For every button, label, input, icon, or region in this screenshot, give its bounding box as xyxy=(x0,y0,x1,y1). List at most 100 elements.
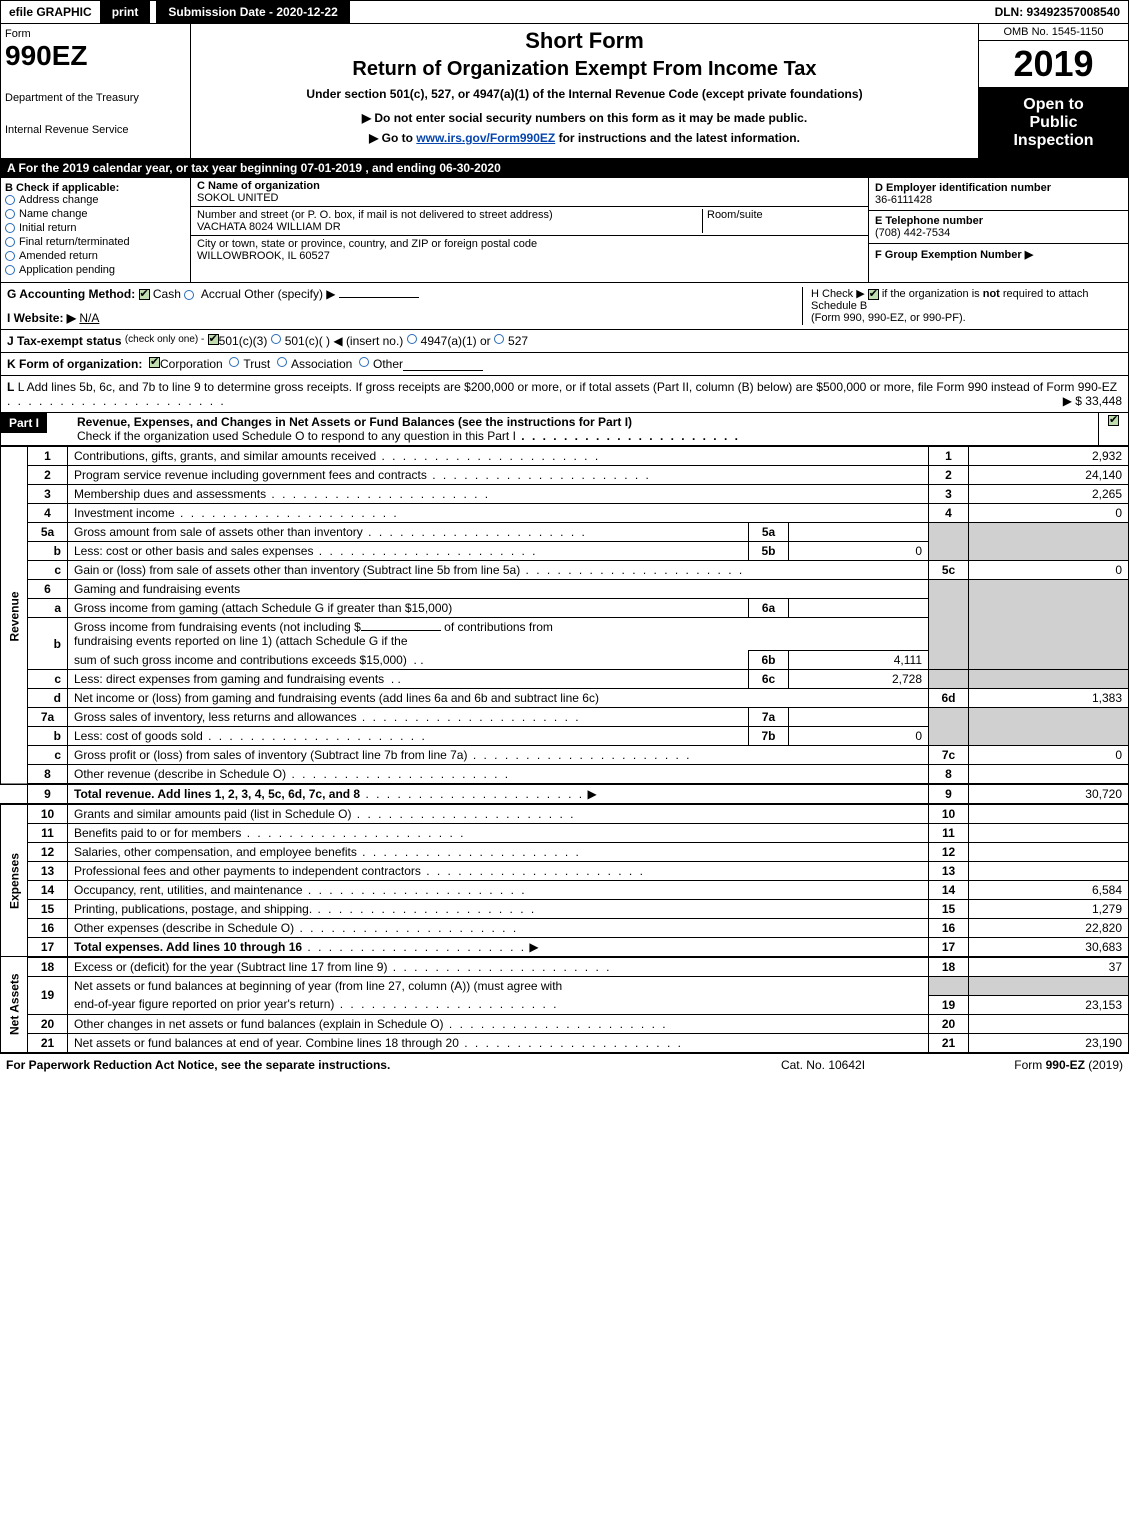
header-title-block: Short Form Return of Organization Exempt… xyxy=(191,24,978,158)
inner-val: 4,111 xyxy=(789,651,929,670)
goto-link-row: ▶ Go to www.irs.gov/Form990EZ for instru… xyxy=(195,131,974,145)
col-val xyxy=(969,843,1129,862)
col-val xyxy=(969,862,1129,881)
initial-return-check[interactable] xyxy=(5,223,15,233)
j-4947-check[interactable] xyxy=(407,334,417,344)
other-input[interactable] xyxy=(339,297,419,298)
street-address: VACHATA 8024 WILLIAM DR xyxy=(197,221,341,233)
addr-change-check[interactable] xyxy=(5,195,15,205)
inner-no: 6b xyxy=(749,651,789,670)
col-no: 15 xyxy=(929,900,969,919)
table-row: 2 Program service revenue including gove… xyxy=(1,466,1129,485)
return-title: Return of Organization Exempt From Incom… xyxy=(195,58,974,81)
header-right: OMB No. 1545-1150 2019 Open to Public In… xyxy=(978,24,1128,158)
h-text4: (Form 990, 990-EZ, or 990-PF). xyxy=(811,312,966,324)
line-no: 18 xyxy=(28,957,68,977)
f-label: F Group Exemption Number ▶ xyxy=(875,249,1033,261)
table-row: 8 Other revenue (describe in Schedule O)… xyxy=(1,765,1129,785)
line-desc: Membership dues and assessments xyxy=(74,487,266,501)
part1-header-row: Part I Revenue, Expenses, and Changes in… xyxy=(0,413,1129,446)
line-desc-mid: of contributions from xyxy=(444,620,553,634)
line-desc: Gross income from gaming (attach Schedul… xyxy=(74,601,452,615)
name-change-check[interactable] xyxy=(5,209,15,219)
omb-number: OMB No. 1545-1150 xyxy=(979,24,1128,41)
j-opt3: 4947(a)(1) or xyxy=(421,334,491,348)
j-501c-check[interactable] xyxy=(271,334,281,344)
goto-post: for instructions and the latest informat… xyxy=(555,131,800,145)
phone-value: (708) 442-7534 xyxy=(875,227,950,239)
ein-value: 36-6111428 xyxy=(875,194,932,206)
col-no: 7c xyxy=(929,746,969,765)
col-val: 0 xyxy=(969,504,1129,523)
line-no: 15 xyxy=(28,900,68,919)
c-name-label: C Name of organization xyxy=(197,180,320,192)
h-box: H Check ▶ if the organization is not req… xyxy=(802,287,1122,325)
contrib-input[interactable] xyxy=(361,630,441,631)
d-label: D Employer identification number xyxy=(875,182,1051,194)
table-row: 6 Gaming and fundraising events xyxy=(1,580,1129,599)
b-opt-5: Application pending xyxy=(19,264,115,276)
g-label: G Accounting Method: xyxy=(7,287,135,301)
k-trust-check[interactable] xyxy=(229,357,239,367)
table-row: 12 Salaries, other compensation, and emp… xyxy=(1,843,1129,862)
line-desc: Gaming and fundraising events xyxy=(74,582,240,596)
col-no: 10 xyxy=(929,804,969,824)
open-line1: Open to xyxy=(983,96,1124,114)
c-street-label: Number and street (or P. O. box, if mail… xyxy=(197,209,553,221)
footer-form: Form 990-EZ (2019) xyxy=(923,1058,1123,1072)
line-no: 13 xyxy=(28,862,68,881)
inner-no: 6a xyxy=(749,599,789,618)
line-desc: Benefits paid to or for members xyxy=(74,826,241,840)
print-button[interactable]: print xyxy=(100,1,151,23)
b-label: Check if applicable: xyxy=(16,182,119,194)
table-row: Revenue 1 Contributions, gifts, grants, … xyxy=(1,447,1129,466)
line-no: c xyxy=(28,561,68,580)
k-assoc-check[interactable] xyxy=(277,357,287,367)
k-other-check[interactable] xyxy=(359,357,369,367)
k-corp-check[interactable] xyxy=(149,357,160,368)
k-opt1: Trust xyxy=(243,357,270,371)
line-desc: Gross amount from sale of assets other t… xyxy=(74,525,363,539)
b-opt-3: Final return/terminated xyxy=(19,236,130,248)
k-other-input[interactable] xyxy=(403,357,483,371)
g-cash: Cash xyxy=(153,287,181,301)
col-no: 1 xyxy=(929,447,969,466)
table-row: 16 Other expenses (describe in Schedule … xyxy=(1,919,1129,938)
col-no: 18 xyxy=(929,957,969,977)
h-checkbox[interactable] xyxy=(868,289,879,300)
b-opt-2: Initial return xyxy=(19,222,76,234)
goto-link[interactable]: www.irs.gov/Form990EZ xyxy=(416,131,555,145)
col-no: 3 xyxy=(929,485,969,504)
col-val: 6,584 xyxy=(969,881,1129,900)
line-no: 16 xyxy=(28,919,68,938)
final-return-check[interactable] xyxy=(5,237,15,247)
section-d-e-f: D Employer identification number 36-6111… xyxy=(868,178,1128,282)
inner-val xyxy=(789,708,929,727)
g-accrual: Accrual xyxy=(201,287,241,301)
line-desc: Less: cost of goods sold xyxy=(74,729,203,743)
table-row: Expenses 10 Grants and similar amounts p… xyxy=(1,804,1129,824)
amended-return-check[interactable] xyxy=(5,251,15,261)
open-line3: Inspection xyxy=(983,132,1124,150)
line-no: 21 xyxy=(28,1033,68,1052)
col-val: 30,683 xyxy=(969,938,1129,958)
section-b-c-d: B Check if applicable: Address change Na… xyxy=(0,178,1129,283)
part1-checkbox[interactable] xyxy=(1108,415,1119,426)
open-public-badge: Open to Public Inspection xyxy=(979,88,1128,158)
app-pending-check[interactable] xyxy=(5,265,15,275)
cash-checkbox[interactable] xyxy=(139,289,150,300)
col-no: 12 xyxy=(929,843,969,862)
line-desc: Net income or (loss) from gaming and fun… xyxy=(74,691,599,705)
accrual-checkbox[interactable] xyxy=(184,290,194,300)
col-no: 21 xyxy=(929,1033,969,1052)
line-no: 14 xyxy=(28,881,68,900)
part1-label: Part I xyxy=(1,413,47,433)
part1-title: Revenue, Expenses, and Changes in Net As… xyxy=(77,415,632,429)
j-527-check[interactable] xyxy=(494,334,504,344)
table-row: c Gross profit or (loss) from sales of i… xyxy=(1,746,1129,765)
table-row: end-of-year figure reported on prior yea… xyxy=(1,995,1129,1014)
col-val xyxy=(969,824,1129,843)
j-501c3-check[interactable] xyxy=(208,334,219,345)
line-desc: Net assets or fund balances at beginning… xyxy=(74,979,562,993)
j-opt1: 501(c)(3) xyxy=(219,334,268,348)
